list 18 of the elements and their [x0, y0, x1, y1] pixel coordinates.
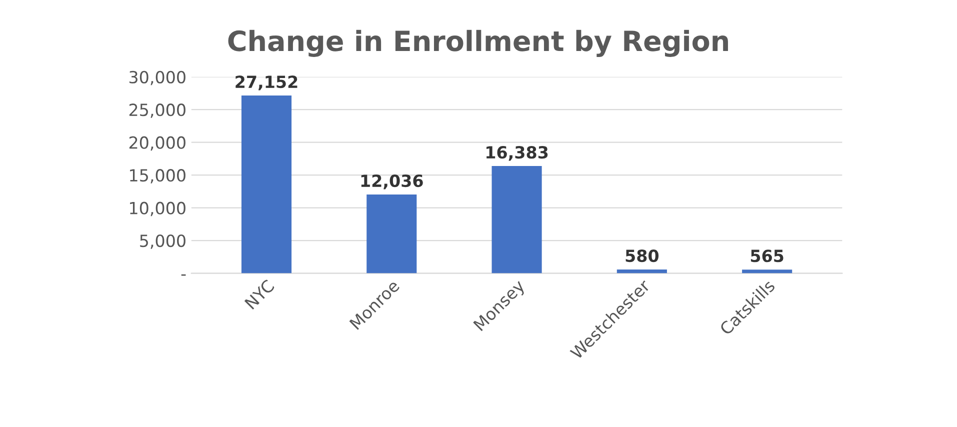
data-label: 16,383 — [486, 146, 548, 161]
bar — [616, 269, 667, 274]
y-tick-label: 10,000 — [130, 202, 186, 216]
y-tick-label: 5,000 — [140, 234, 186, 249]
y-tick-label: - — [181, 274, 186, 276]
bar — [241, 96, 292, 274]
bar — [366, 194, 417, 274]
data-label: 565 — [750, 250, 784, 262]
data-label: 580 — [626, 249, 659, 262]
y-tick-label: 20,000 — [129, 136, 186, 151]
y-tick-label: 25,000 — [129, 104, 186, 118]
y-tick-label: 15,000 — [130, 169, 186, 184]
bar — [492, 166, 542, 274]
data-label: 27,152 — [236, 76, 298, 90]
y-tick-label: 30,000 — [129, 70, 186, 86]
data-label: 12,036 — [361, 174, 423, 190]
bar — [742, 270, 792, 274]
chart-title: Change in Enrollment by Region — [228, 30, 728, 57]
